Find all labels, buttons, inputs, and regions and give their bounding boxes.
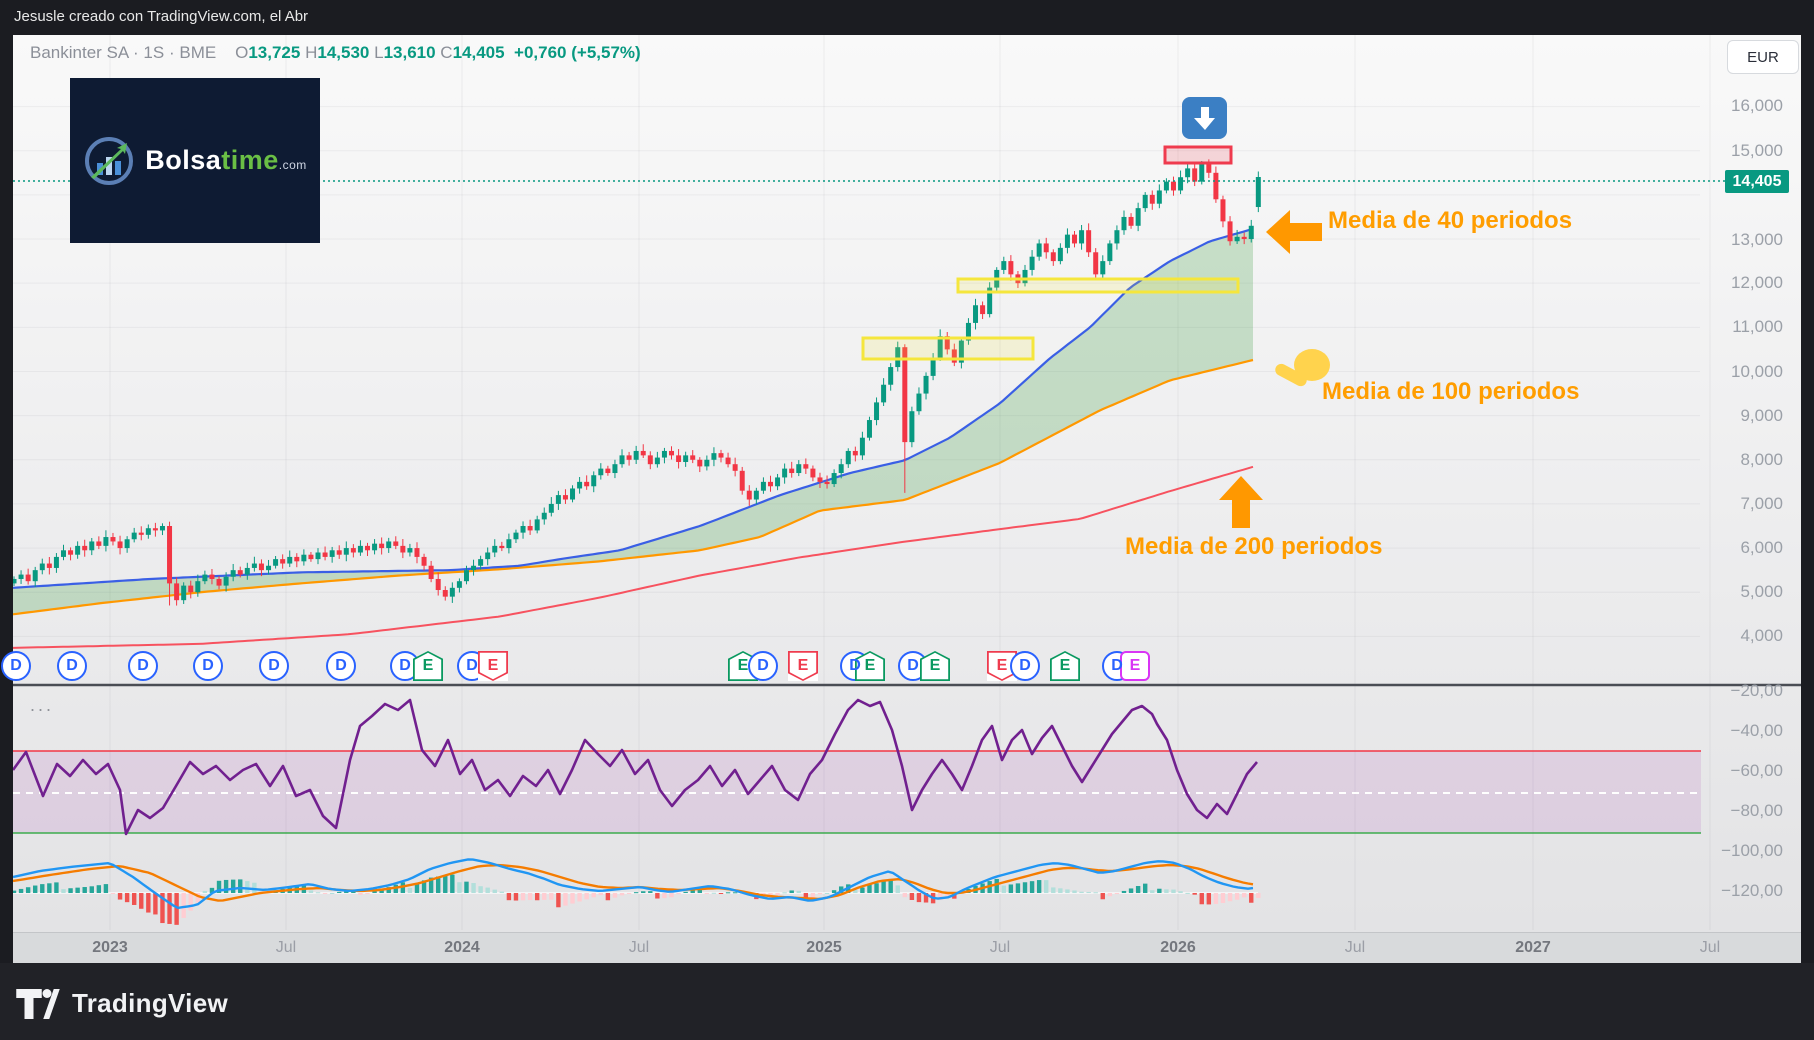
price-axis-label: 5,000: [1740, 582, 1783, 601]
symbol-name: Bankinter SA: [30, 43, 129, 62]
dividend-badge[interactable]: D: [326, 651, 356, 681]
dividend-badge[interactable]: D: [1010, 651, 1040, 681]
tradingview-glyph-icon: [16, 988, 60, 1019]
time-axis-label: 2025: [806, 939, 842, 956]
low-value: 13,610: [383, 43, 436, 62]
attribution-text: Jesusle creado con TradingView.com, el A…: [14, 8, 309, 25]
time-axis-label: 2027: [1515, 939, 1551, 956]
price-axis-label: 12,000: [1731, 273, 1783, 292]
up-arrow-icon: [1219, 476, 1263, 528]
price-axis-label: 8,000: [1740, 450, 1783, 469]
price-axis-label: 7,000: [1740, 494, 1783, 513]
change-value: +0,760 (+5,57%): [514, 43, 641, 62]
pointing-hand-icon: [1275, 349, 1330, 387]
price-axis-label: 15,000: [1731, 141, 1783, 160]
logo-bolsa: Bolsa: [145, 145, 222, 175]
bolsatime-logo-text: Bolsatime.com: [145, 145, 307, 176]
high-value: 14,530: [317, 43, 370, 62]
earnings-badge[interactable]: E: [413, 651, 443, 681]
pane-options-menu[interactable]: ...: [30, 695, 55, 715]
time-axis-label: Jul: [1699, 939, 1721, 956]
indicator-axis-label: −40,00: [1730, 721, 1783, 740]
footer-bar: TradingView: [0, 963, 1814, 1040]
time-axis-label: Jul: [275, 939, 297, 956]
time-axis[interactable]: 2023 Jul 2024 Jul 2025 Jul 2026 Jul 2027 Jul: [13, 932, 1801, 964]
high-label: H: [305, 43, 318, 62]
last-price-label: 14,405: [1725, 170, 1789, 193]
open-label: O: [235, 43, 249, 62]
earnings-badge[interactable]: E: [855, 651, 885, 681]
price-axis-label: 16,000: [1731, 96, 1783, 115]
logo-time: time: [221, 145, 279, 175]
tradingview-wordmark: TradingView: [72, 988, 228, 1018]
down-arrow-button[interactable]: [1182, 97, 1227, 139]
down-arrow-icon: [1193, 107, 1215, 130]
time-axis-label: Jul: [628, 939, 650, 956]
symbol-info-bar: Bankinter SA · 1S · BME O13,725 H14,530 …: [30, 43, 641, 62]
close-label: C: [440, 43, 453, 62]
left-arrow-icon: [1266, 210, 1322, 254]
symbol-exchange: BME: [179, 43, 217, 62]
dividend-badge[interactable]: D: [748, 651, 778, 681]
earnings-badge[interactable]: E: [1050, 651, 1080, 681]
time-axis-label: 2024: [444, 939, 480, 956]
dividend-badge[interactable]: D: [259, 651, 289, 681]
indicator-axis-label: −120,00: [1721, 881, 1783, 900]
tradingview-logo[interactable]: TradingView: [16, 988, 228, 1019]
dividend-badge[interactable]: D: [193, 651, 223, 681]
low-label: L: [374, 43, 384, 62]
chart-canvas[interactable]: [13, 35, 1801, 963]
ma200-annotation: Media de 200 periodos: [1125, 533, 1383, 560]
time-axis-label: 2023: [92, 939, 128, 956]
dividend-badge[interactable]: D: [1, 651, 31, 681]
bolsatime-logo[interactable]: Bolsatime.com: [70, 78, 320, 243]
indicator-axis-label: −60,00: [1730, 761, 1783, 780]
price-axis-label: 4,000: [1740, 626, 1783, 645]
dividend-badge[interactable]: D: [57, 651, 87, 681]
time-axis-label: Jul: [989, 939, 1011, 956]
chart-widget: Bankinter SA · 1S · BME O13,725 H14,530 …: [1, 35, 1801, 964]
earnings-badge[interactable]: E: [478, 651, 508, 681]
earnings-badge[interactable]: E: [788, 651, 818, 681]
logo-com: .com: [278, 158, 307, 172]
price-axis-label: 10,000: [1731, 362, 1783, 381]
ma40-annotation: Media de 40 periodos: [1328, 207, 1573, 234]
price-axis-label: 11,000: [1732, 317, 1783, 336]
ma100-annotation: Media de 100 periodos: [1322, 378, 1580, 405]
dividend-badge[interactable]: D: [128, 651, 158, 681]
bolsatime-logo-icon: [83, 135, 135, 187]
currency-button[interactable]: EUR: [1727, 40, 1799, 74]
indicator-axis-label: −100,00: [1721, 841, 1783, 860]
earnings-badge[interactable]: E: [1120, 651, 1150, 681]
indicator-axis-label: −80,00: [1730, 801, 1783, 820]
price-axis-label: 9,000: [1740, 406, 1783, 425]
time-axis-label: Jul: [1344, 939, 1366, 956]
indicator-axis-label: −20,00: [1730, 681, 1783, 700]
price-axis-label: 13,000: [1731, 230, 1783, 249]
time-axis-label: 2026: [1160, 939, 1196, 956]
earnings-badge[interactable]: E: [920, 651, 950, 681]
price-axis-label: 6,000: [1740, 538, 1783, 557]
open-value: 13,725: [248, 43, 301, 62]
close-value: 14,405: [452, 43, 505, 62]
symbol-interval: 1S: [143, 43, 165, 62]
